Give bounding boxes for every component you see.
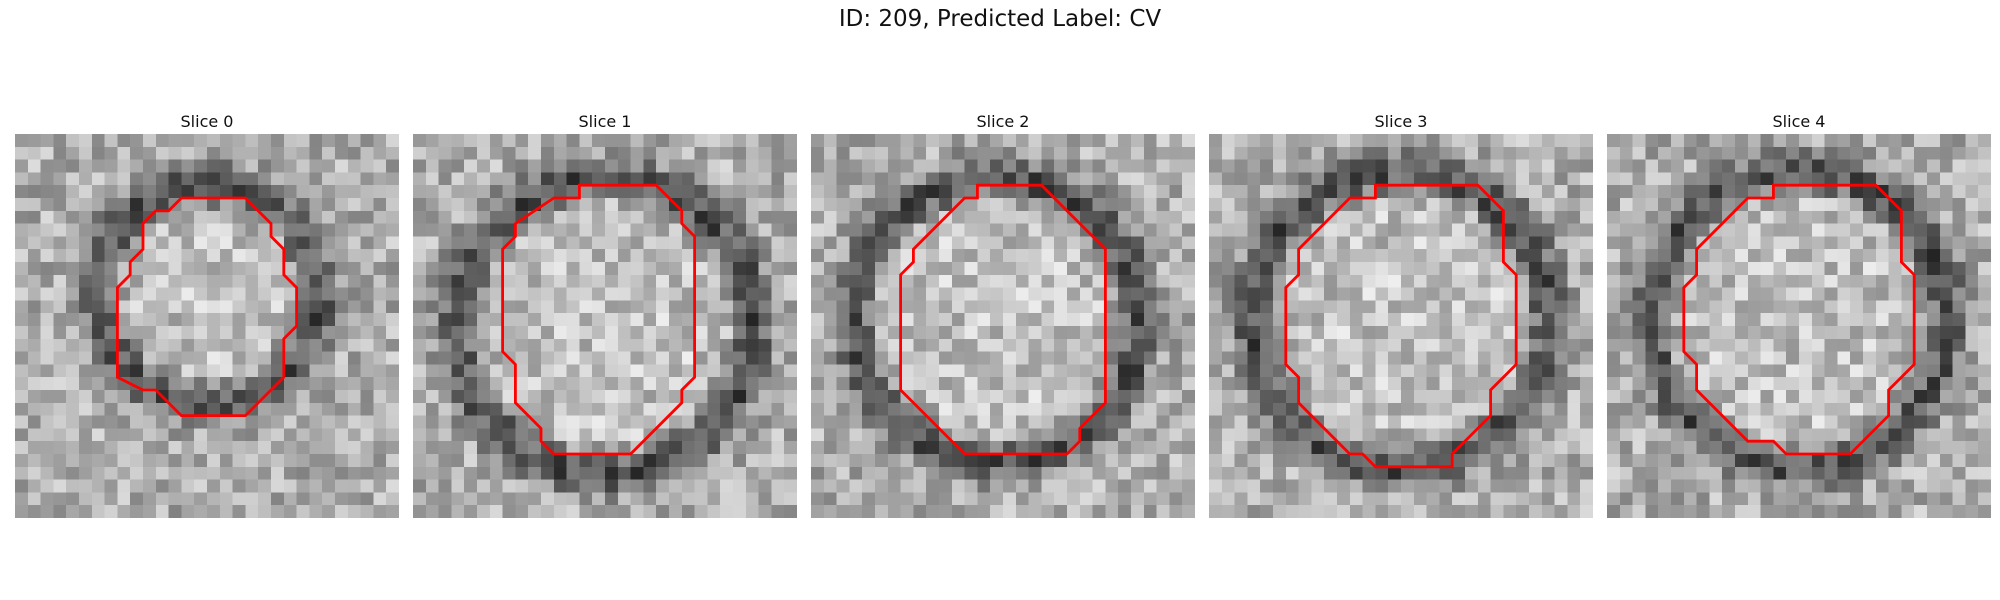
slice-image-0 bbox=[15, 134, 399, 518]
contour-outline-2 bbox=[899, 183, 1107, 456]
slice-panel-2: Slice 2 bbox=[811, 110, 1195, 518]
slice-panel-1: Slice 1 bbox=[413, 110, 797, 518]
slice-title-3: Slice 3 bbox=[1374, 112, 1428, 131]
slice-panel-3: Slice 3 bbox=[1209, 110, 1593, 518]
slice-image-4 bbox=[1607, 134, 1991, 518]
slice-title-4: Slice 4 bbox=[1772, 112, 1826, 131]
slice-image-1 bbox=[413, 134, 797, 518]
slice-title-2: Slice 2 bbox=[976, 112, 1030, 131]
contour-outline-4 bbox=[1682, 183, 1916, 456]
slice-panel-4: Slice 4 bbox=[1607, 110, 1991, 518]
contour-outline-0 bbox=[115, 196, 299, 418]
contour-outline-3 bbox=[1284, 183, 1518, 469]
figure-title: ID: 209, Predicted Label: CV bbox=[838, 6, 1162, 32]
slice-title-0: Slice 0 bbox=[180, 112, 234, 131]
slice-panel-0: Slice 0 bbox=[15, 110, 399, 518]
slice-image-3 bbox=[1209, 134, 1593, 518]
contour-outline-1 bbox=[501, 183, 697, 456]
slice-title-1: Slice 1 bbox=[578, 112, 632, 131]
slice-image-2 bbox=[811, 134, 1195, 518]
